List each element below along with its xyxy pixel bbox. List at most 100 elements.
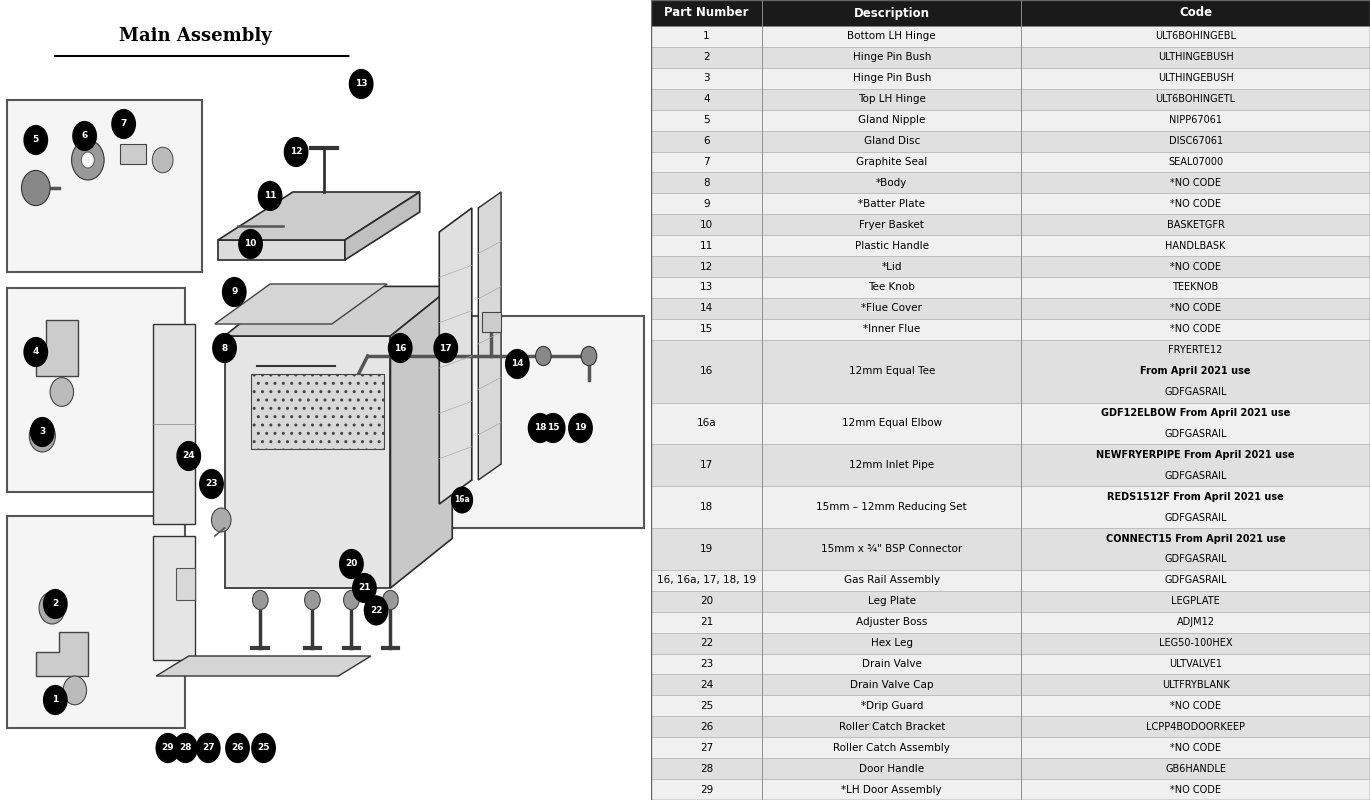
Circle shape [36,428,49,444]
Polygon shape [762,319,1021,340]
Polygon shape [1021,68,1370,89]
Text: 8: 8 [222,343,227,353]
Polygon shape [1021,612,1370,633]
Text: 27: 27 [201,743,215,753]
Text: SEAL07000: SEAL07000 [1169,157,1223,167]
Text: 11: 11 [264,191,277,201]
Text: LEGPLATE: LEGPLATE [1171,596,1219,606]
Polygon shape [651,151,762,173]
Text: ADJM12: ADJM12 [1177,617,1215,627]
Text: *NO CODE: *NO CODE [1170,199,1221,209]
Polygon shape [1021,235,1370,256]
Polygon shape [762,130,1021,151]
Polygon shape [762,612,1021,633]
Polygon shape [374,316,644,528]
Polygon shape [762,528,1021,570]
Text: Drain Valve Cap: Drain Valve Cap [849,680,933,690]
Text: 19: 19 [700,544,714,554]
Text: 15mm x ¾" BSP Connector: 15mm x ¾" BSP Connector [821,544,962,554]
Text: GDFGASRAIL: GDFGASRAIL [1164,470,1226,481]
Circle shape [238,230,262,258]
Polygon shape [1021,486,1370,528]
Polygon shape [651,68,762,89]
Text: Hex Leg: Hex Leg [871,638,912,648]
Text: CONNECT15 From April 2021 use: CONNECT15 From April 2021 use [1106,534,1285,543]
Text: 11: 11 [700,241,714,250]
Text: *LH Door Assembly: *LH Door Assembly [841,785,943,794]
Circle shape [434,334,458,362]
Polygon shape [651,528,762,570]
Circle shape [196,734,221,762]
Polygon shape [440,208,471,504]
Polygon shape [762,173,1021,194]
Polygon shape [1021,173,1370,194]
Text: Hinge Pin Bush: Hinge Pin Bush [852,74,930,83]
Polygon shape [1021,633,1370,654]
Text: 28: 28 [700,764,714,774]
Circle shape [25,338,48,366]
Text: Drain Valve: Drain Valve [862,659,922,669]
Polygon shape [345,192,419,260]
Polygon shape [651,654,762,674]
Polygon shape [175,568,195,600]
Text: *Body: *Body [875,178,907,188]
Circle shape [226,734,249,762]
Polygon shape [651,47,762,68]
Text: 24: 24 [700,680,714,690]
Text: Top LH Hinge: Top LH Hinge [858,94,926,104]
Text: Gland Disc: Gland Disc [863,136,919,146]
Circle shape [352,574,377,602]
Text: 14: 14 [700,303,714,314]
Text: 1: 1 [52,695,59,705]
Polygon shape [762,151,1021,173]
Text: From April 2021 use: From April 2021 use [1140,366,1251,376]
Text: ULTHINGEBUSH: ULTHINGEBUSH [1158,74,1233,83]
Circle shape [45,600,59,616]
Polygon shape [762,298,1021,319]
Text: 12mm Inlet Pipe: 12mm Inlet Pipe [849,460,934,470]
Text: *NO CODE: *NO CODE [1170,178,1221,188]
Polygon shape [7,516,185,728]
Polygon shape [651,194,762,214]
Polygon shape [1021,130,1370,151]
Polygon shape [651,758,762,779]
Polygon shape [153,536,195,660]
Polygon shape [762,758,1021,779]
Text: 28: 28 [179,743,192,753]
Text: 9: 9 [703,199,710,209]
Circle shape [156,734,179,762]
Text: GDFGASRAIL: GDFGASRAIL [1164,429,1226,439]
Polygon shape [1021,110,1370,130]
Text: 18: 18 [534,423,547,433]
Text: 16, 16a, 17, 18, 19: 16, 16a, 17, 18, 19 [658,575,756,586]
Polygon shape [651,214,762,235]
Text: 26: 26 [700,722,714,732]
Circle shape [222,278,247,306]
Circle shape [569,414,592,442]
Text: 6: 6 [703,136,710,146]
Text: 15mm – 12mm Reducing Set: 15mm – 12mm Reducing Set [817,502,967,512]
Text: 10: 10 [700,220,712,230]
Text: 16: 16 [700,366,714,376]
Circle shape [174,734,197,762]
Text: 22: 22 [700,638,714,648]
Text: 25: 25 [700,701,714,711]
Polygon shape [651,779,762,800]
Polygon shape [762,402,1021,444]
Polygon shape [1021,444,1370,486]
Polygon shape [651,0,762,26]
Text: 17: 17 [700,460,714,470]
Text: 22: 22 [370,606,382,615]
Text: Door Handle: Door Handle [859,764,925,774]
Circle shape [252,590,269,610]
Circle shape [349,70,373,98]
Circle shape [340,550,363,578]
Text: LCPP4BODOORKEEP: LCPP4BODOORKEEP [1147,722,1245,732]
Polygon shape [762,0,1021,26]
Polygon shape [651,26,762,47]
Text: 16a: 16a [697,418,717,429]
Text: 16: 16 [395,343,407,353]
Polygon shape [153,324,195,524]
Circle shape [29,420,55,452]
Text: 6: 6 [81,131,88,141]
